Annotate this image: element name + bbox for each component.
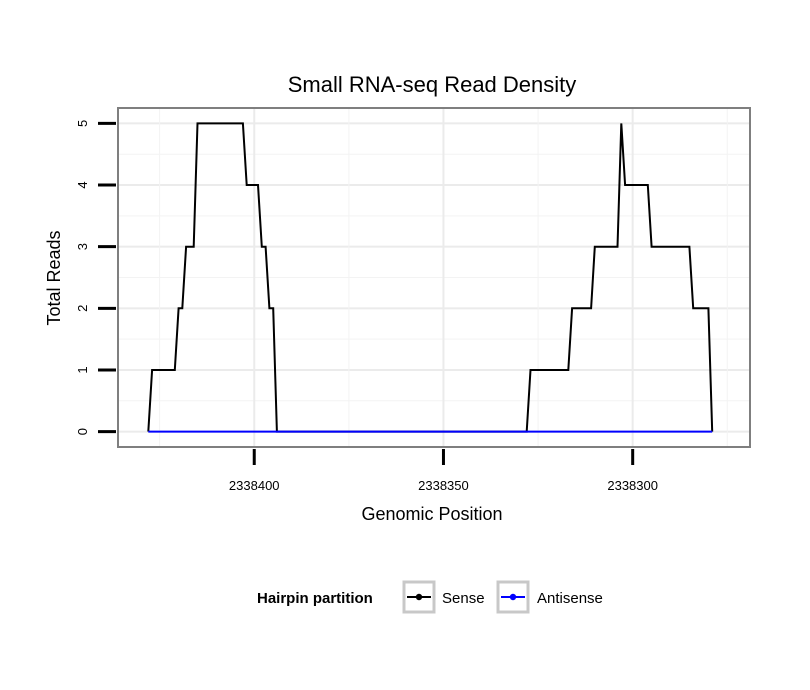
y-tick-label: 2 — [75, 305, 90, 312]
plot-panel-border — [117, 107, 751, 448]
legend-marker-antisense — [509, 593, 517, 601]
chart-title: Small RNA-seq Read Density — [288, 72, 577, 97]
y-tick-label: 3 — [75, 243, 90, 250]
legend-label-antisense: Antisense — [537, 590, 603, 607]
x-axis-title: Genomic Position — [361, 504, 502, 524]
y-axis: 0 1 2 3 4 5 — [75, 120, 116, 435]
y-tick-label: 1 — [75, 366, 90, 373]
y-axis-title: Total Reads — [44, 230, 64, 325]
series-layer — [147, 122, 714, 433]
legend-label-sense: Sense — [442, 590, 485, 607]
y-tick-label: 5 — [75, 120, 90, 127]
x-axis: 2338400 2338350 2338300 — [229, 449, 658, 493]
legend: Hairpin partition Sense Antisense — [257, 580, 603, 614]
legend-item-antisense: Antisense — [496, 580, 603, 614]
legend-title: Hairpin partition — [257, 590, 373, 607]
y-tick-label: 0 — [75, 428, 90, 435]
legend-item-sense: Sense — [402, 580, 485, 614]
legend-marker-sense — [415, 593, 423, 601]
y-tick-label: 4 — [75, 181, 90, 188]
x-tick-label: 2338400 — [229, 478, 280, 493]
x-tick-label: 2338300 — [607, 478, 658, 493]
x-tick-label: 2338350 — [418, 478, 469, 493]
